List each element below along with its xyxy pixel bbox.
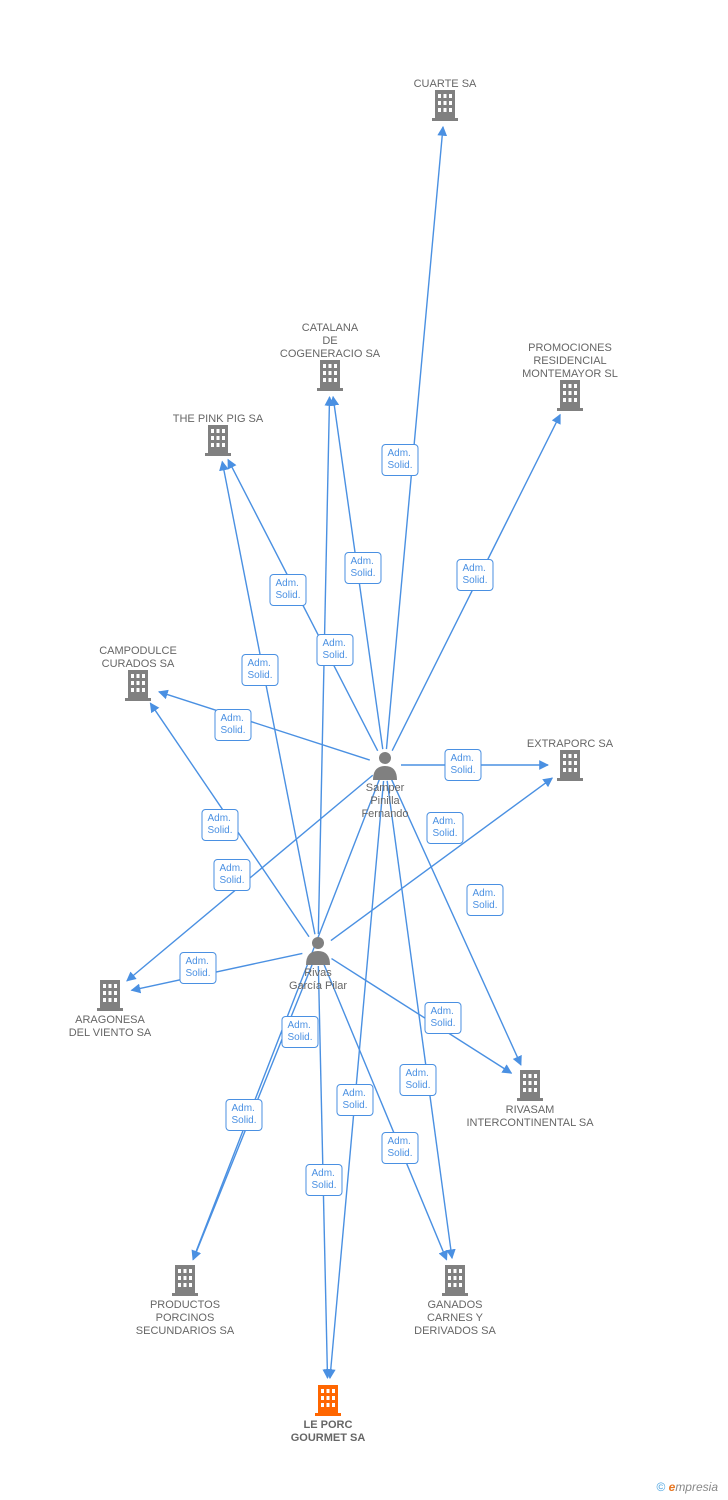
edge-label: Adm. Solid. bbox=[381, 444, 418, 476]
node-campodulce[interactable]: CAMPODULCE CURADOS SA bbox=[123, 668, 153, 707]
node-productos[interactable]: PRODUCTOS PORCINOS SECUNDARIOS SA bbox=[170, 1263, 200, 1302]
edge-label: Adm. Solid. bbox=[424, 1002, 461, 1034]
node-label: PROMOCIONES RESIDENCIAL MONTEMAYOR SL bbox=[490, 342, 650, 381]
edge-label: Adm. Solid. bbox=[381, 1132, 418, 1164]
building-icon bbox=[440, 1263, 470, 1302]
edge bbox=[330, 781, 384, 1378]
node-label: THE PINK PIG SA bbox=[138, 413, 298, 426]
building-icon bbox=[313, 1383, 343, 1422]
edge-label: Adm. Solid. bbox=[281, 1016, 318, 1048]
edge-label: Adm. Solid. bbox=[399, 1064, 436, 1096]
edge-label: Adm. Solid. bbox=[336, 1084, 373, 1116]
edge-label: Adm. Solid. bbox=[225, 1099, 262, 1131]
node-label: Rivas García Pilar bbox=[238, 967, 398, 993]
edge-label: Adm. Solid. bbox=[344, 552, 381, 584]
building-icon bbox=[555, 748, 585, 787]
node-label: RIVASAM INTERCONTINENTAL SA bbox=[450, 1104, 610, 1130]
building-icon bbox=[95, 978, 125, 1017]
edge-label: Adm. Solid. bbox=[305, 1164, 342, 1196]
node-label: PRODUCTOS PORCINOS SECUNDARIOS SA bbox=[105, 1299, 265, 1338]
node-promoc[interactable]: PROMOCIONES RESIDENCIAL MONTEMAYOR SL bbox=[555, 378, 585, 417]
edge bbox=[386, 127, 443, 749]
node-label: CATALANA DE COGENERACIO SA bbox=[250, 322, 410, 361]
building-icon bbox=[315, 358, 345, 397]
node-catalana[interactable]: CATALANA DE COGENERACIO SA bbox=[315, 358, 345, 397]
node-label: EXTRAPORC SA bbox=[490, 738, 650, 751]
person-icon bbox=[304, 935, 332, 970]
edge-label: Adm. Solid. bbox=[444, 749, 481, 781]
node-aragonesa[interactable]: ARAGONESA DEL VIENTO SA bbox=[95, 978, 125, 1017]
copyright-symbol: © bbox=[656, 1480, 665, 1494]
edge-label: Adm. Solid. bbox=[213, 859, 250, 891]
node-extraporc[interactable]: EXTRAPORC SA bbox=[555, 748, 585, 787]
node-ganados[interactable]: GANADOS CARNES Y DERIVADOS SA bbox=[440, 1263, 470, 1302]
edge-label: Adm. Solid. bbox=[269, 574, 306, 606]
node-leporc[interactable]: LE PORC GOURMET SA bbox=[313, 1383, 343, 1422]
edge-label: Adm. Solid. bbox=[201, 809, 238, 841]
node-samper[interactable]: Samper Pinilla Fernando bbox=[371, 750, 399, 785]
building-icon bbox=[203, 423, 233, 462]
building-icon bbox=[555, 378, 585, 417]
network-diagram: Adm. Solid.Adm. Solid.Adm. Solid.Adm. So… bbox=[0, 0, 728, 1500]
edge-label: Adm. Solid. bbox=[241, 654, 278, 686]
building-icon bbox=[123, 668, 153, 707]
brand-rest: mpresia bbox=[675, 1480, 718, 1494]
building-icon bbox=[430, 88, 460, 127]
node-rivas[interactable]: Rivas García Pilar bbox=[304, 935, 332, 970]
node-pinkpig[interactable]: THE PINK PIG SA bbox=[203, 423, 233, 462]
node-label: GANADOS CARNES Y DERIVADOS SA bbox=[375, 1299, 535, 1338]
node-label: LE PORC GOURMET SA bbox=[248, 1419, 408, 1445]
building-icon bbox=[515, 1068, 545, 1107]
edge bbox=[159, 692, 370, 760]
copyright: © empresia bbox=[656, 1480, 718, 1494]
node-rivasam[interactable]: RIVASAM INTERCONTINENTAL SA bbox=[515, 1068, 545, 1107]
node-cuarte[interactable]: CUARTE SA bbox=[430, 88, 460, 127]
node-label: Samper Pinilla Fernando bbox=[305, 782, 465, 821]
node-label: CAMPODULCE CURADOS SA bbox=[58, 645, 218, 671]
node-label: CUARTE SA bbox=[365, 78, 525, 91]
edge-label: Adm. Solid. bbox=[179, 952, 216, 984]
edge-label: Adm. Solid. bbox=[316, 634, 353, 666]
edge-label: Adm. Solid. bbox=[456, 559, 493, 591]
building-icon bbox=[170, 1263, 200, 1302]
node-label: ARAGONESA DEL VIENTO SA bbox=[30, 1014, 190, 1040]
edge-label: Adm. Solid. bbox=[214, 709, 251, 741]
edge-label: Adm. Solid. bbox=[466, 884, 503, 916]
person-icon bbox=[371, 750, 399, 785]
